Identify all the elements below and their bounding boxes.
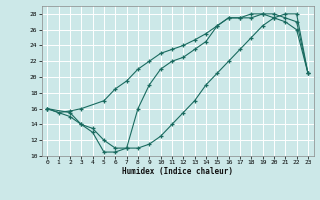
X-axis label: Humidex (Indice chaleur): Humidex (Indice chaleur) <box>122 167 233 176</box>
